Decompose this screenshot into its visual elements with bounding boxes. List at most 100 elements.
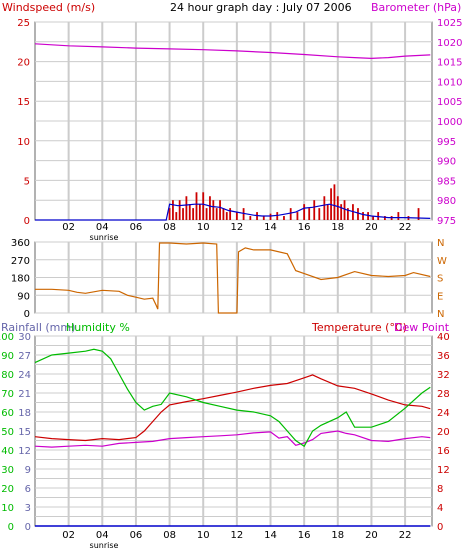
windspeed-bar xyxy=(326,204,329,220)
compass-tick: W xyxy=(437,256,447,267)
tick-labels: 0510152025975980985990995100010051010101… xyxy=(0,18,462,541)
barometer-tick: 1020 xyxy=(437,38,462,49)
windspeed-bar xyxy=(417,208,420,220)
windspeed-bar xyxy=(262,216,265,220)
x-tick-bottom: 18 xyxy=(331,530,344,541)
humidity-tick: 10 xyxy=(1,503,14,514)
x-tick-top: 16 xyxy=(298,222,311,233)
windspeed-bar xyxy=(195,192,198,220)
windspeed-bar xyxy=(172,200,174,220)
barometer-tick: 1010 xyxy=(437,77,462,88)
humidity-line xyxy=(34,348,431,448)
x-tick-bottom: 10 xyxy=(197,530,210,541)
humidity-tick: 0 xyxy=(8,522,14,533)
direction-tick: 360 xyxy=(11,238,30,249)
windspeed-bar xyxy=(367,212,369,220)
humidity-tick: 100 xyxy=(0,332,14,343)
x-tick-bottom: 06 xyxy=(130,530,143,541)
windspeed-tick: 5 xyxy=(24,176,30,187)
barometer-tick: 985 xyxy=(437,176,456,187)
temperature-tick: 32 xyxy=(437,370,450,381)
x-tick-top: 14 xyxy=(264,222,277,233)
x-tick-top: 06 xyxy=(130,222,143,233)
temperature-tick: 16 xyxy=(437,446,450,457)
humidity-tick: 70 xyxy=(1,389,14,400)
barometer-tick: 975 xyxy=(437,216,456,227)
rainfall-tick: 21 xyxy=(18,389,31,400)
average-windspeed-line xyxy=(35,203,431,221)
x-tick-top: 18 xyxy=(331,222,344,233)
barometer-tick: 1015 xyxy=(437,58,462,69)
temperature-tick: 28 xyxy=(437,389,450,400)
barometer-tick: 995 xyxy=(437,137,456,148)
dewpoint-axis-title: Dew Point xyxy=(394,321,450,334)
temperature-tick: 40 xyxy=(437,332,450,343)
humidity-tick: 30 xyxy=(1,465,14,476)
rainfall-tick: 24 xyxy=(18,370,31,381)
windspeed-bar xyxy=(175,212,178,220)
humidity-tick: 50 xyxy=(1,427,14,438)
windspeed-bar xyxy=(308,208,311,220)
windspeed-bar xyxy=(249,216,252,220)
barometer-tick: 990 xyxy=(437,157,456,168)
windspeed-bar xyxy=(185,196,188,220)
sunrise-label-bottom: sunrise xyxy=(90,541,119,550)
grid-lines xyxy=(35,21,432,527)
temperature-axis-title: Temperature (°C) xyxy=(311,321,407,334)
windspeed-bar xyxy=(198,204,201,220)
windspeed-tick: 20 xyxy=(17,58,30,69)
x-tick-bottom: 14 xyxy=(264,530,277,541)
windspeed-bar xyxy=(303,204,306,220)
windspeed-bar xyxy=(289,208,292,220)
windspeed-bar xyxy=(182,208,184,220)
temperature-tick: 20 xyxy=(437,427,450,438)
windspeed-bar xyxy=(242,208,245,220)
windspeed-bar xyxy=(283,216,285,220)
compass-tick: N xyxy=(437,238,444,249)
barometer-tick: 1000 xyxy=(437,117,462,128)
x-tick-top: 12 xyxy=(230,222,243,233)
windspeed-bar xyxy=(336,196,339,220)
humidity-tick: 40 xyxy=(1,446,14,457)
windspeed-bar xyxy=(192,208,195,220)
windspeed-bar xyxy=(235,212,238,220)
x-tick-bottom: 22 xyxy=(399,530,412,541)
windspeed-bar xyxy=(202,192,205,220)
rainfall-tick: 9 xyxy=(25,465,31,476)
humidity-tick: 60 xyxy=(1,408,14,419)
sunrise-label-top: sunrise xyxy=(90,233,119,242)
direction-tick: 90 xyxy=(17,291,30,302)
temperature-tick: 4 xyxy=(437,503,443,514)
barometer-tick: 980 xyxy=(437,196,456,207)
windspeed-bar xyxy=(222,208,225,220)
rainfall-tick: 27 xyxy=(18,351,31,362)
x-tick-top: 22 xyxy=(399,222,412,233)
windspeed-tick: 25 xyxy=(17,18,30,29)
barometer-tick: 1025 xyxy=(437,18,462,29)
compass-tick: S xyxy=(437,274,443,285)
x-tick-bottom: 12 xyxy=(230,530,243,541)
windspeed-bar xyxy=(397,212,400,220)
x-tick-top: 04 xyxy=(96,222,109,233)
direction-tick: 0 xyxy=(24,309,30,320)
windspeed-bar xyxy=(178,200,181,220)
temperature-tick: 24 xyxy=(437,408,450,419)
windspeed-bar xyxy=(225,212,228,220)
temperature-tick: 8 xyxy=(437,484,443,495)
humidity-axis-title: Humidity % xyxy=(66,321,130,334)
windspeed-bar xyxy=(212,200,215,220)
compass-tick: E xyxy=(437,291,443,302)
windspeed-bar xyxy=(209,196,211,220)
x-tick-bottom: 02 xyxy=(62,530,75,541)
direction-tick: 180 xyxy=(11,274,30,285)
windspeed-bar xyxy=(357,208,359,220)
x-tick-top: 20 xyxy=(365,222,378,233)
windspeed-bar xyxy=(215,208,218,220)
windspeed-bar xyxy=(343,200,346,220)
humidity-tick: 80 xyxy=(1,370,14,381)
compass-tick: N xyxy=(437,309,444,320)
windspeed-bar xyxy=(296,212,299,220)
windspeed-bar xyxy=(276,212,279,220)
barometer-axis-title: Barometer (hPa) xyxy=(371,1,461,14)
windspeed-axis-title: Windspeed (m/s) xyxy=(2,1,95,14)
